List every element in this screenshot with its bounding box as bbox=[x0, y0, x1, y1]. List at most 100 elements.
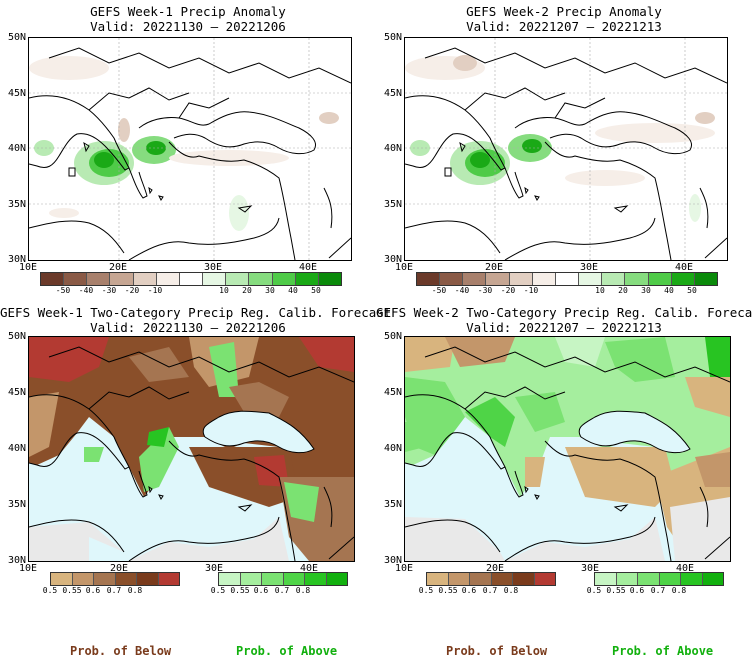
cbar-tick: 0.7 bbox=[650, 586, 666, 595]
cbar-tick: 40 bbox=[288, 286, 298, 295]
anomaly-colorbar bbox=[416, 272, 718, 286]
cbar-tick: 0.8 bbox=[503, 586, 519, 595]
prob-of-above-label: Prob. of Above bbox=[612, 644, 714, 658]
lat-label-35n: 35N bbox=[383, 499, 402, 510]
panel-title: GEFS Week-2 Precip Anomaly bbox=[466, 4, 662, 19]
lon-label-30e: 30E bbox=[204, 563, 224, 574]
panel-valid-dates: Valid: 20221130 – 20221206 bbox=[90, 19, 286, 34]
lat-label-45n: 45N bbox=[7, 387, 26, 398]
lat-label-50n: 50N bbox=[7, 331, 26, 342]
cbar-tick: -30 bbox=[477, 286, 493, 295]
lon-label-40e: 40E bbox=[299, 563, 319, 574]
cbar-tick: -50 bbox=[55, 286, 71, 295]
cbar-tick: -20 bbox=[124, 286, 140, 295]
cbar-tick: 0.7 bbox=[482, 586, 498, 595]
cbar-tick: 20 bbox=[242, 286, 252, 295]
lat-label-35n: 35N bbox=[7, 499, 26, 510]
cbar-tick: 0.55 bbox=[606, 586, 626, 595]
lat-label-50n: 50N bbox=[383, 331, 402, 342]
prob-of-below-label: Prob. of Below bbox=[446, 644, 548, 658]
panel-week1-probability: GEFS Week-1 Two-Category Precip Reg. Cal… bbox=[0, 300, 392, 600]
lon-label-30e: 30E bbox=[579, 262, 599, 273]
lat-label-45n: 45N bbox=[383, 387, 402, 398]
cbar-tick: -40 bbox=[78, 286, 94, 295]
cbar-tick: 0.7 bbox=[274, 586, 290, 595]
prob-above-colorbar bbox=[218, 572, 348, 586]
lon-label-30e: 30E bbox=[580, 563, 600, 574]
cbar-tick: 0.55 bbox=[230, 586, 250, 595]
prob-of-below-label: Prob. of Below bbox=[70, 644, 172, 658]
lat-label-50n: 50N bbox=[7, 32, 26, 43]
lon-label-10e: 10E bbox=[394, 563, 414, 574]
panel-valid-dates: Valid: 20221207 – 20221213 bbox=[466, 19, 662, 34]
lat-label-35n: 35N bbox=[383, 199, 402, 210]
cbar-tick: 0.8 bbox=[671, 586, 687, 595]
cbar-tick: 0.6 bbox=[461, 586, 477, 595]
lat-label-30n: 30N bbox=[7, 254, 26, 265]
lon-label-30e: 30E bbox=[203, 262, 223, 273]
cbar-tick: 0.8 bbox=[295, 586, 311, 595]
cbar-tick: 20 bbox=[618, 286, 628, 295]
panel-valid-dates: Valid: 20221130 – 20221206 bbox=[90, 320, 286, 335]
panel-title: GEFS Week-2 Two-Category Precip Reg. Cal… bbox=[376, 305, 752, 320]
cbar-tick: -30 bbox=[101, 286, 117, 295]
cbar-tick: 0.5 bbox=[42, 586, 58, 595]
cbar-tick: 10 bbox=[219, 286, 229, 295]
cbar-tick: 0.5 bbox=[418, 586, 434, 595]
panel-week2-anomaly: GEFS Week-2 Precip Anomaly Valid: 202212… bbox=[376, 0, 752, 300]
lat-label-35n: 35N bbox=[7, 199, 26, 210]
cbar-tick: -10 bbox=[147, 286, 163, 295]
lon-label-40e: 40E bbox=[675, 563, 695, 574]
lat-label-45n: 45N bbox=[383, 88, 402, 99]
probability-map bbox=[28, 336, 355, 562]
cbar-tick: 50 bbox=[311, 286, 321, 295]
lat-label-40n: 40N bbox=[383, 143, 402, 154]
panel-title: GEFS Week-1 Two-Category Precip Reg. Cal… bbox=[0, 305, 392, 320]
cbar-tick: -10 bbox=[523, 286, 539, 295]
cbar-tick: 0.5 bbox=[586, 586, 602, 595]
lat-label-40n: 40N bbox=[383, 443, 402, 454]
lat-label-40n: 40N bbox=[7, 143, 26, 154]
lon-label-20e: 20E bbox=[484, 262, 504, 273]
lat-label-30n: 30N bbox=[7, 555, 26, 566]
cbar-tick: 0.6 bbox=[253, 586, 269, 595]
cbar-tick: 30 bbox=[265, 286, 275, 295]
cbar-tick: 0.55 bbox=[62, 586, 82, 595]
panel-week1-anomaly: GEFS Week-1 Precip Anomaly Valid: 202211… bbox=[0, 0, 376, 300]
cbar-tick: 0.8 bbox=[127, 586, 143, 595]
lon-label-10e: 10E bbox=[394, 262, 414, 273]
cbar-tick: 10 bbox=[595, 286, 605, 295]
panel-valid-dates: Valid: 20221207 – 20221213 bbox=[466, 320, 662, 335]
prob-below-colorbar bbox=[426, 572, 556, 586]
lat-label-30n: 30N bbox=[383, 555, 402, 566]
lat-label-50n: 50N bbox=[383, 32, 402, 43]
lon-label-20e: 20E bbox=[485, 563, 505, 574]
anomaly-colorbar bbox=[40, 272, 342, 286]
anomaly-map bbox=[404, 37, 728, 261]
anomaly-map bbox=[28, 37, 352, 261]
lon-label-20e: 20E bbox=[109, 563, 129, 574]
lon-label-20e: 20E bbox=[108, 262, 128, 273]
prob-of-above-label: Prob. of Above bbox=[236, 644, 338, 658]
cbar-tick: 0.5 bbox=[210, 586, 226, 595]
cbar-tick: 0.55 bbox=[438, 586, 458, 595]
lon-label-10e: 10E bbox=[18, 563, 38, 574]
cbar-tick: -20 bbox=[500, 286, 516, 295]
probability-map bbox=[404, 336, 731, 562]
prob-below-colorbar bbox=[50, 572, 180, 586]
cbar-tick: 0.6 bbox=[85, 586, 101, 595]
lat-label-45n: 45N bbox=[7, 88, 26, 99]
lon-label-10e: 10E bbox=[18, 262, 38, 273]
cbar-tick: -40 bbox=[454, 286, 470, 295]
cbar-tick: 40 bbox=[664, 286, 674, 295]
cbar-tick: 30 bbox=[641, 286, 651, 295]
lat-label-40n: 40N bbox=[7, 443, 26, 454]
cbar-tick: 0.6 bbox=[629, 586, 645, 595]
lon-label-40e: 40E bbox=[674, 262, 694, 273]
panel-week2-probability: GEFS Week-2 Two-Category Precip Reg. Cal… bbox=[376, 300, 752, 600]
lat-label-30n: 30N bbox=[383, 254, 402, 265]
lon-label-40e: 40E bbox=[298, 262, 318, 273]
panel-title: GEFS Week-1 Precip Anomaly bbox=[90, 4, 286, 19]
cbar-tick: 0.7 bbox=[106, 586, 122, 595]
cbar-tick: 50 bbox=[687, 286, 697, 295]
